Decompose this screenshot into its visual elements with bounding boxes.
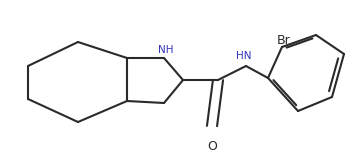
Text: F: F <box>360 47 361 61</box>
Text: HN: HN <box>236 51 252 61</box>
Text: O: O <box>207 140 217 153</box>
Text: Br: Br <box>277 34 291 47</box>
Text: NH: NH <box>158 45 174 55</box>
